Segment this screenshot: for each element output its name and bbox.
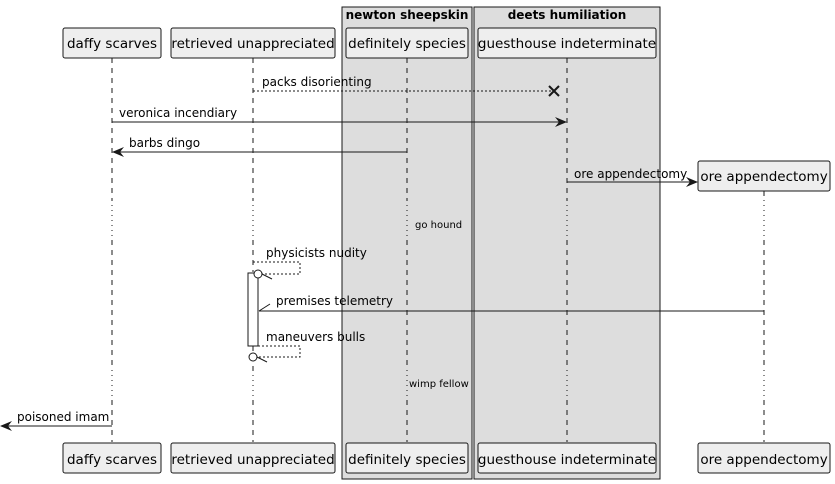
participant-guesthouse-bottom: guesthouse indeterminate xyxy=(477,442,657,474)
participant-daffy-bottom: daffy scarves xyxy=(62,442,162,474)
open-circle-icon xyxy=(253,269,263,279)
lifelines xyxy=(111,58,765,442)
message-label: maneuvers bulls xyxy=(266,330,365,344)
delay-segments xyxy=(111,200,765,400)
participant-label: guesthouse indeterminate xyxy=(478,36,656,52)
message-ore-appendectomy: ore appendectomy xyxy=(567,167,698,187)
participant-label: daffy scarves xyxy=(67,36,157,52)
activation-bar xyxy=(247,272,259,347)
participant-label: guesthouse indeterminate xyxy=(478,452,656,468)
participant-label: definitely species xyxy=(348,452,466,468)
participant-label: daffy scarves xyxy=(67,452,157,468)
message-label: veronica incendiary xyxy=(119,106,237,120)
participant-definitely-bottom: definitely species xyxy=(345,442,469,474)
open-circle-icon xyxy=(248,352,258,362)
message-label: premises telemetry xyxy=(276,294,393,308)
participant-daffy-top: daffy scarves xyxy=(62,27,162,59)
participant-definitely-top: definitely species xyxy=(345,27,469,59)
participant-label: retrieved unappreciated xyxy=(171,452,334,468)
participant-ore-bottom: ore appendectomy xyxy=(697,442,831,474)
destroy-x-icon xyxy=(548,85,560,97)
participant-retrieved-bottom: retrieved unappreciated xyxy=(170,442,336,474)
delay-label: go hound xyxy=(415,220,462,231)
message-maneuvers-bulls: maneuvers bulls xyxy=(248,330,365,363)
message-label: physicists nudity xyxy=(266,246,367,260)
message-premises-telemetry: premises telemetry xyxy=(258,294,764,312)
participant-label: definitely species xyxy=(348,36,466,52)
group-title: deets humiliation xyxy=(508,8,627,22)
message-poisoned-imam: poisoned imam xyxy=(0,410,112,431)
participant-label: retrieved unappreciated xyxy=(171,36,334,52)
message-label: barbs dingo xyxy=(129,136,200,150)
message-physicists-nudity: physicists nudity xyxy=(253,246,367,280)
participant-ore-created: ore appendectomy xyxy=(697,160,831,192)
message-veronica-incendiary: veronica incendiary xyxy=(112,106,567,127)
message-packs-disorienting: packs disorienting xyxy=(253,75,560,97)
participant-label: ore appendectomy xyxy=(700,169,827,185)
delay-label: wimp fellow xyxy=(409,379,469,390)
message-label: poisoned imam xyxy=(17,410,109,424)
participant-guesthouse-top: guesthouse indeterminate xyxy=(477,27,657,59)
participant-retrieved-top: retrieved unappreciated xyxy=(170,27,336,59)
message-barbs-dingo: barbs dingo xyxy=(112,136,407,157)
half-arrow-icon xyxy=(258,303,271,312)
message-label: ore appendectomy xyxy=(574,167,687,181)
message-label: packs disorienting xyxy=(262,75,372,89)
group-title: newton sheepskin xyxy=(346,8,469,22)
participant-label: ore appendectomy xyxy=(700,452,827,468)
